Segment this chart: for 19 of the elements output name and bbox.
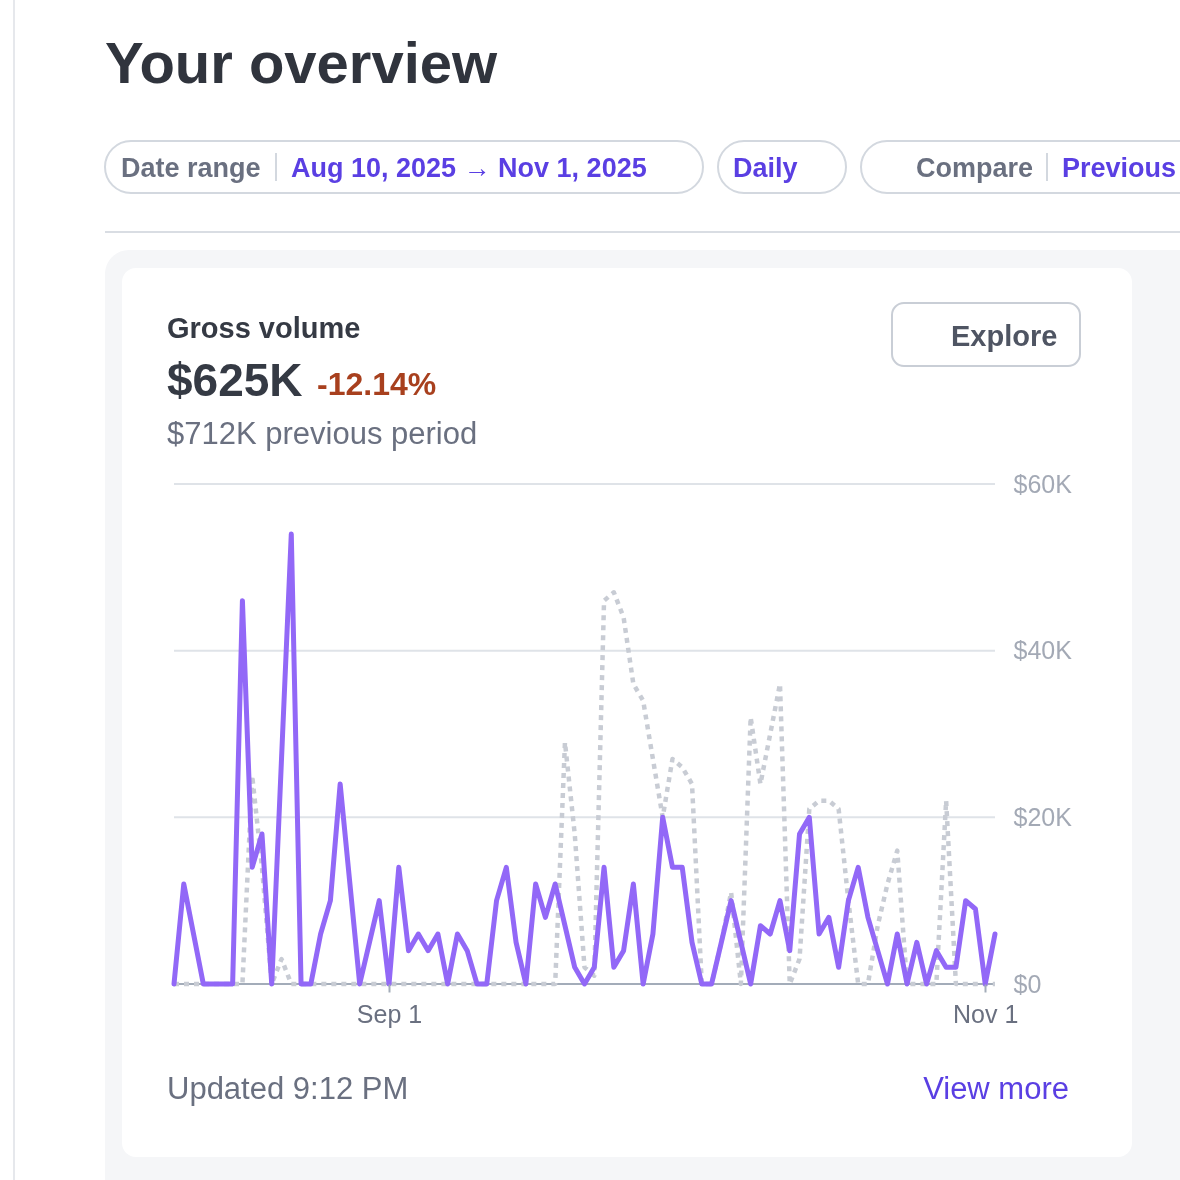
text: Aug 10, 2025 → Nov 1, 2025: [291, 153, 647, 183]
y-tick-label: $20K: [1013, 802, 1073, 831]
text: Updated 9:12 PM: [167, 1071, 409, 1106]
text: Compare: [916, 153, 1034, 183]
y-tick-label: $0: [1013, 969, 1042, 998]
text: -12.14%: [317, 366, 437, 402]
text: Your overview: [105, 30, 499, 95]
y-tick-label: $40K: [1013, 636, 1073, 665]
text: $712K previous period: [167, 416, 478, 451]
x-tick-label: Nov 1: [953, 999, 1019, 1028]
text: $625K: [167, 354, 303, 406]
text: Date range: [121, 153, 261, 183]
text: Previous: [1062, 153, 1177, 183]
text: Explore: [951, 320, 1058, 352]
text: Daily: [733, 153, 798, 183]
chart-title: Gross volume: [167, 312, 361, 344]
y-tick-label: $60K: [1013, 469, 1073, 498]
text: View more: [923, 1071, 1069, 1106]
x-tick-label: Sep 1: [356, 999, 423, 1028]
